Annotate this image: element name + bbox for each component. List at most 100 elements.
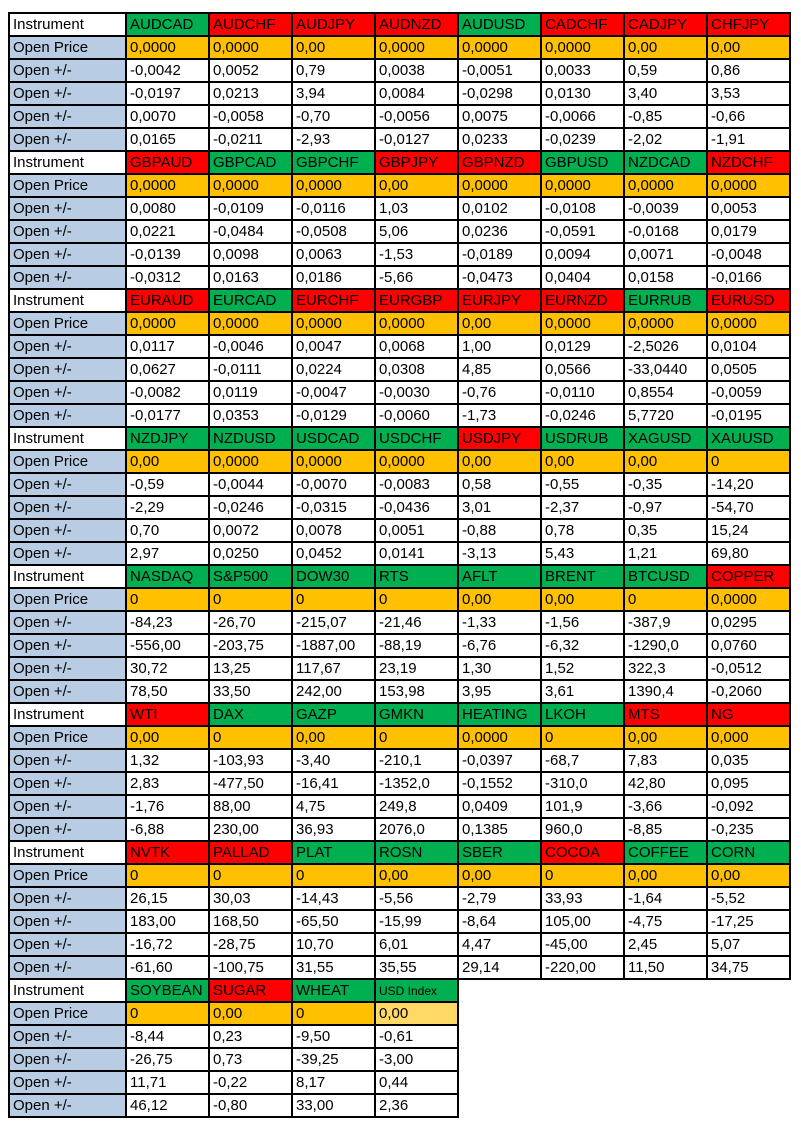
open-change-cell[interactable]: 5,43: [540, 541, 625, 566]
open-change-cell[interactable]: -0,0315: [291, 495, 376, 520]
instrument-header-cell[interactable]: USDCAD: [291, 426, 376, 451]
instrument-header-cell[interactable]: USDJPY: [457, 426, 542, 451]
open-price-cell[interactable]: 0,00: [291, 35, 376, 60]
open-price-cell[interactable]: 0,00: [125, 725, 210, 750]
open-change-cell[interactable]: 0,0308: [374, 357, 459, 382]
open-change-cell[interactable]: 46,12: [125, 1093, 210, 1118]
instrument-header-cell[interactable]: NZDCHF: [706, 150, 791, 175]
row-label-instrument[interactable]: Instrument: [8, 426, 127, 451]
instrument-header-cell[interactable]: AUDUSD: [457, 12, 542, 37]
row-label-open-change[interactable]: Open +/-: [8, 334, 127, 359]
open-change-cell[interactable]: 0,0078: [291, 518, 376, 543]
row-label-open-change[interactable]: Open +/-: [8, 541, 127, 566]
row-label-open-price[interactable]: Open Price: [8, 725, 127, 750]
open-change-cell[interactable]: -26,75: [125, 1047, 210, 1072]
open-change-cell[interactable]: 0,0233: [457, 127, 542, 152]
open-price-cell[interactable]: 0,0000: [125, 311, 210, 336]
open-change-cell[interactable]: 0,0063: [291, 242, 376, 267]
open-price-cell[interactable]: 0: [706, 449, 791, 474]
open-price-cell[interactable]: 0: [291, 1001, 376, 1026]
open-change-cell[interactable]: -17,25: [706, 909, 791, 934]
open-change-cell[interactable]: 0,58: [457, 472, 542, 497]
open-change-cell[interactable]: 2,83: [125, 771, 210, 796]
open-change-cell[interactable]: -8,85: [623, 817, 708, 842]
open-price-cell[interactable]: 0,0000: [208, 311, 293, 336]
instrument-header-cell[interactable]: GBPCAD: [208, 150, 293, 175]
row-label-open-change[interactable]: Open +/-: [8, 495, 127, 520]
open-change-cell[interactable]: 105,00: [540, 909, 625, 934]
instrument-header-cell[interactable]: SUGAR: [208, 978, 293, 1003]
instrument-header-cell[interactable]: AUDCAD: [125, 12, 210, 37]
row-label-instrument[interactable]: Instrument: [8, 702, 127, 727]
open-change-cell[interactable]: -0,0436: [374, 495, 459, 520]
open-change-cell[interactable]: 4,47: [457, 932, 542, 957]
open-price-cell[interactable]: 0,00: [457, 311, 542, 336]
open-change-cell[interactable]: 1390,4: [623, 679, 708, 704]
open-change-cell[interactable]: -65,50: [291, 909, 376, 934]
open-change-cell[interactable]: -16,41: [291, 771, 376, 796]
open-change-cell[interactable]: -0,1552: [457, 771, 542, 796]
open-change-cell[interactable]: -0,59: [125, 472, 210, 497]
open-change-cell[interactable]: 0,0409: [457, 794, 542, 819]
open-change-cell[interactable]: -2,5026: [623, 334, 708, 359]
open-change-cell[interactable]: 2076,0: [374, 817, 459, 842]
open-change-cell[interactable]: 168,50: [208, 909, 293, 934]
open-price-cell[interactable]: 0: [125, 863, 210, 888]
open-change-cell[interactable]: 0,0053: [706, 196, 791, 221]
open-change-cell[interactable]: -0,0109: [208, 196, 293, 221]
open-change-cell[interactable]: -21,46: [374, 610, 459, 635]
row-label-open-change[interactable]: Open +/-: [8, 1024, 127, 1049]
open-change-cell[interactable]: -6,88: [125, 817, 210, 842]
instrument-header-cell[interactable]: GBPCHF: [291, 150, 376, 175]
open-change-cell[interactable]: -6,76: [457, 633, 542, 658]
open-change-cell[interactable]: -39,25: [291, 1047, 376, 1072]
open-change-cell[interactable]: 3,53: [706, 81, 791, 106]
open-change-cell[interactable]: -0,0039: [623, 196, 708, 221]
open-change-cell[interactable]: -0,35: [623, 472, 708, 497]
open-change-cell[interactable]: -0,70: [291, 104, 376, 129]
instrument-header-cell[interactable]: EURGBP: [374, 288, 459, 313]
open-change-cell[interactable]: 249,8: [374, 794, 459, 819]
open-change-cell[interactable]: 117,67: [291, 656, 376, 681]
open-change-cell[interactable]: -6,32: [540, 633, 625, 658]
open-change-cell[interactable]: 0,0102: [457, 196, 542, 221]
open-price-cell[interactable]: 0: [208, 587, 293, 612]
row-label-open-change[interactable]: Open +/-: [8, 633, 127, 658]
open-change-cell[interactable]: 4,75: [291, 794, 376, 819]
row-label-instrument[interactable]: Instrument: [8, 150, 127, 175]
row-label-open-change[interactable]: Open +/-: [8, 610, 127, 635]
open-change-cell[interactable]: 0,0071: [623, 242, 708, 267]
instrument-header-cell[interactable]: COCOA: [540, 840, 625, 865]
open-change-cell[interactable]: 230,00: [208, 817, 293, 842]
open-change-cell[interactable]: -88,19: [374, 633, 459, 658]
open-change-cell[interactable]: 2,45: [623, 932, 708, 957]
row-label-open-change[interactable]: Open +/-: [8, 955, 127, 980]
open-price-cell[interactable]: 0,0000: [208, 173, 293, 198]
open-change-cell[interactable]: 26,15: [125, 886, 210, 911]
open-price-cell[interactable]: 0,00: [623, 863, 708, 888]
open-change-cell[interactable]: 0,0566: [540, 357, 625, 382]
open-price-cell[interactable]: 0,0000: [706, 173, 791, 198]
open-change-cell[interactable]: 0,0072: [208, 518, 293, 543]
row-label-open-change[interactable]: Open +/-: [8, 679, 127, 704]
open-change-cell[interactable]: -387,9: [623, 610, 708, 635]
open-change-cell[interactable]: -0,0129: [291, 403, 376, 428]
open-change-cell[interactable]: -1,76: [125, 794, 210, 819]
open-change-cell[interactable]: 242,00: [291, 679, 376, 704]
instrument-header-cell[interactable]: GBPUSD: [540, 150, 625, 175]
open-price-cell[interactable]: 0,00: [623, 725, 708, 750]
row-label-open-change[interactable]: Open +/-: [8, 357, 127, 382]
instrument-header-cell[interactable]: HEATING: [457, 702, 542, 727]
instrument-header-cell[interactable]: SBER: [457, 840, 542, 865]
instrument-header-cell[interactable]: EURCAD: [208, 288, 293, 313]
open-change-cell[interactable]: 0,0353: [208, 403, 293, 428]
open-change-cell[interactable]: -5,66: [374, 265, 459, 290]
open-change-cell[interactable]: -0,0312: [125, 265, 210, 290]
open-change-cell[interactable]: -0,0484: [208, 219, 293, 244]
open-change-cell[interactable]: -1,53: [374, 242, 459, 267]
instrument-header-cell[interactable]: GBPNZD: [457, 150, 542, 175]
open-price-cell[interactable]: 0,00: [706, 863, 791, 888]
row-label-open-change[interactable]: Open +/-: [8, 1093, 127, 1118]
open-change-cell[interactable]: 0,8554: [623, 380, 708, 405]
open-change-cell[interactable]: -0,0195: [706, 403, 791, 428]
